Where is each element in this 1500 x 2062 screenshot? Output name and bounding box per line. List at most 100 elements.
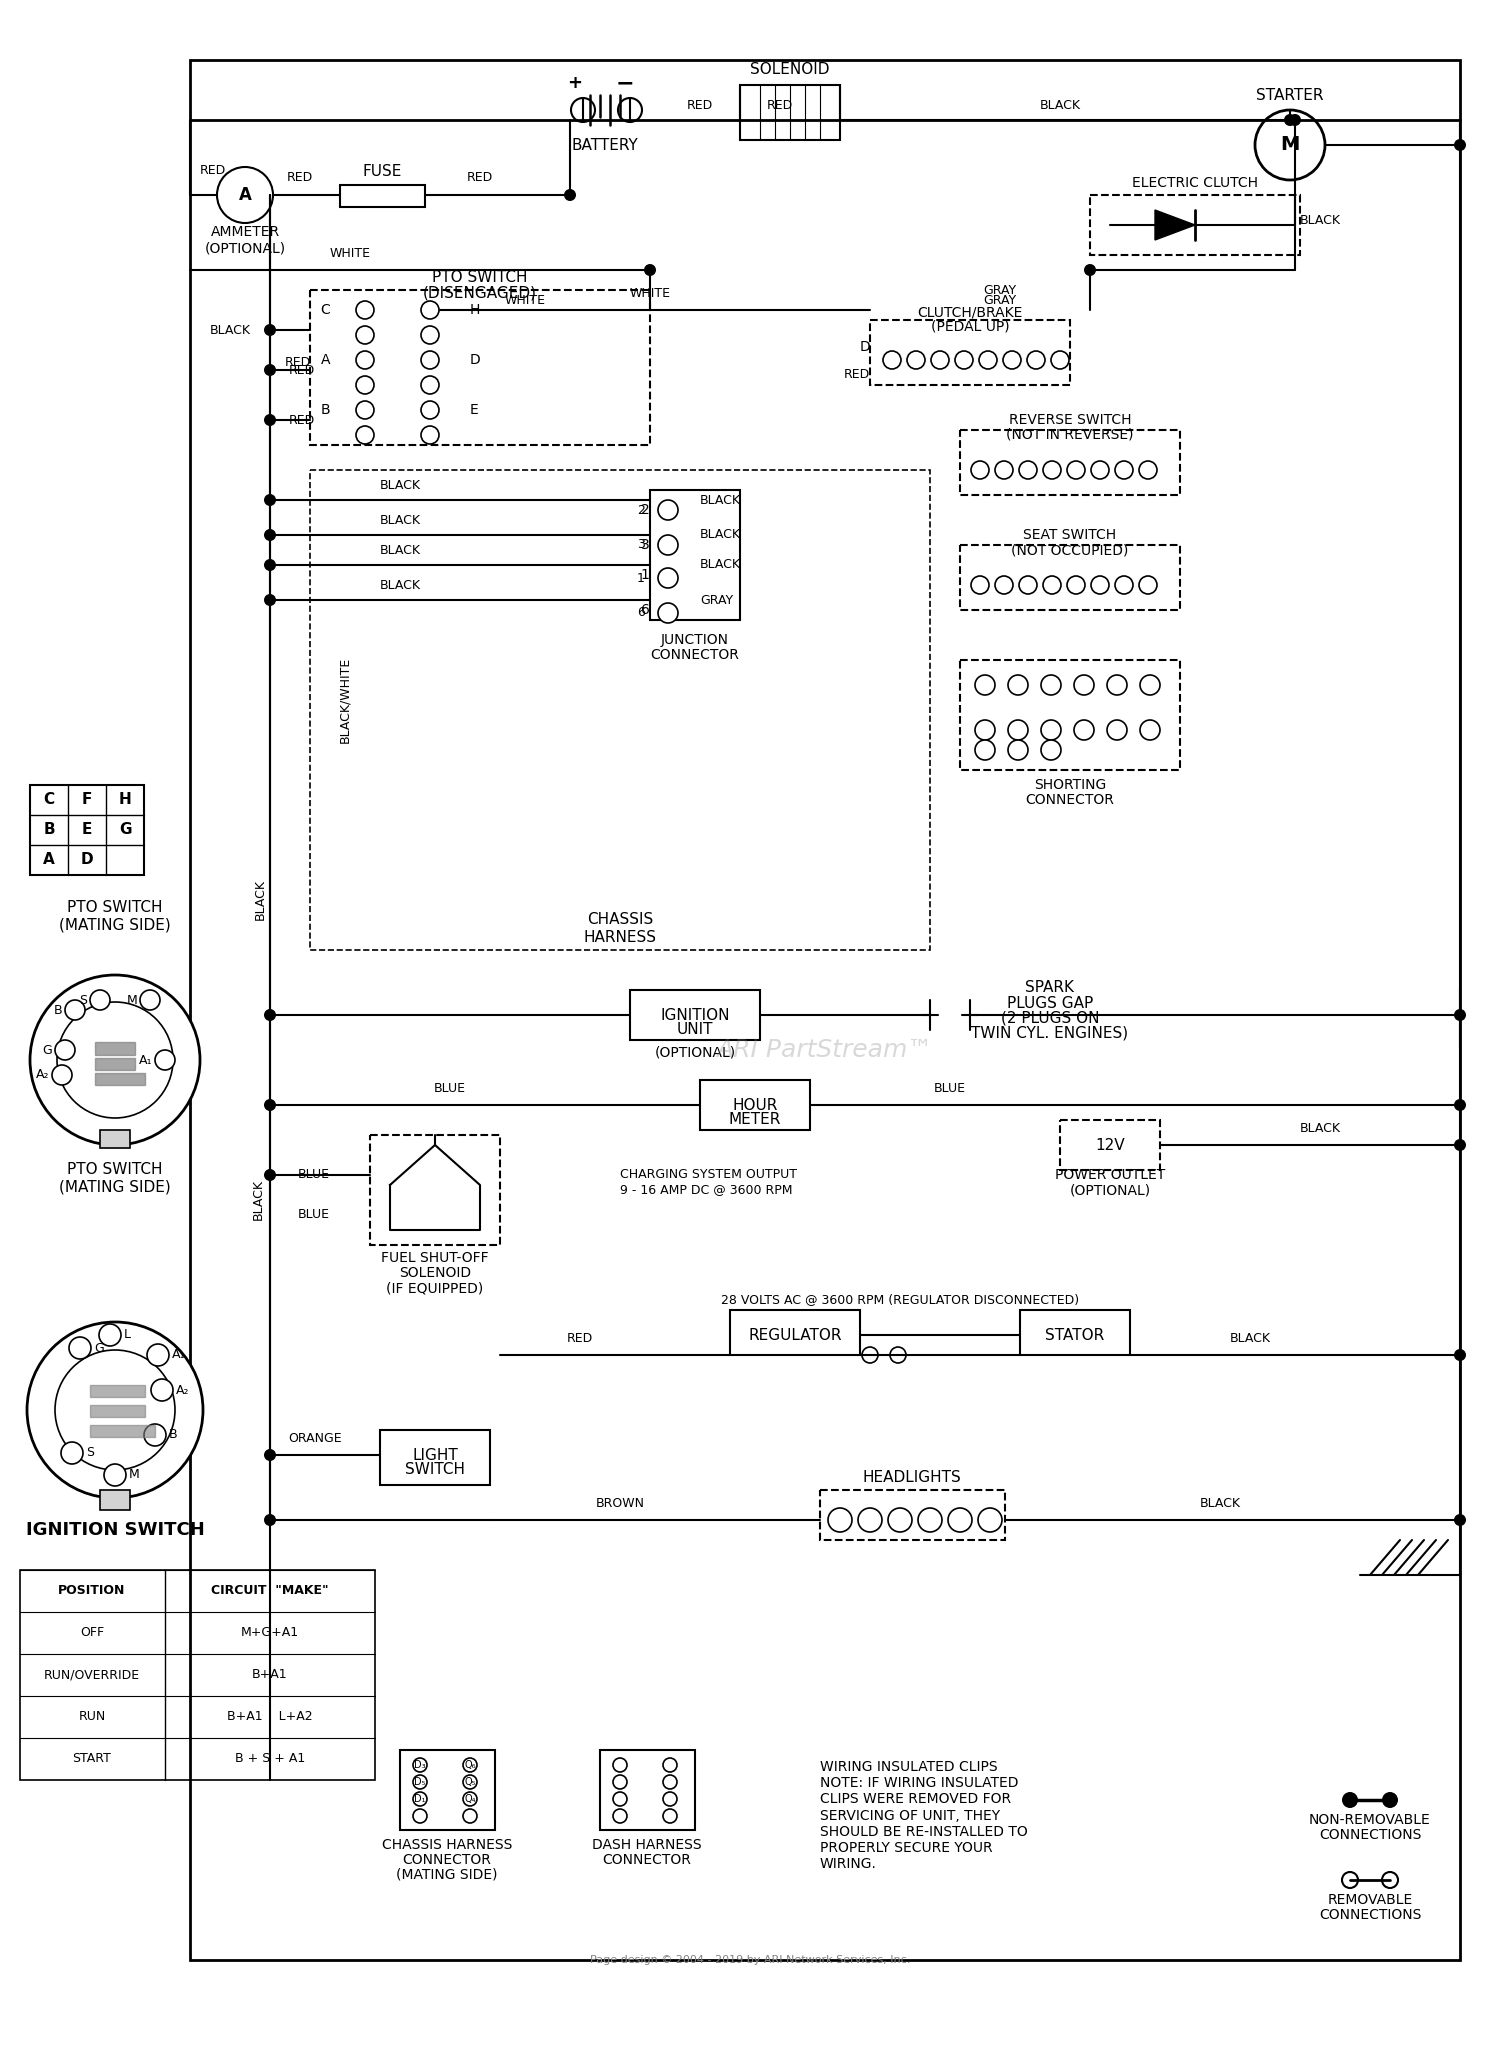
Circle shape [356, 326, 374, 344]
Text: H: H [470, 303, 480, 318]
Text: B+A1: B+A1 [252, 1668, 288, 1681]
Circle shape [152, 1379, 172, 1400]
Circle shape [56, 1039, 75, 1060]
Circle shape [464, 1808, 477, 1823]
Circle shape [614, 1759, 627, 1771]
Circle shape [1019, 575, 1036, 594]
Circle shape [1140, 720, 1160, 740]
Text: Q₆: Q₆ [465, 1761, 476, 1769]
Circle shape [828, 1507, 852, 1532]
Text: JUNCTION: JUNCTION [662, 633, 729, 647]
Circle shape [464, 1775, 477, 1790]
Polygon shape [94, 1072, 146, 1085]
Polygon shape [90, 1404, 146, 1417]
Text: ARI PartStream™: ARI PartStream™ [717, 1037, 933, 1062]
Text: E: E [470, 402, 478, 417]
Circle shape [264, 1008, 276, 1021]
Text: 2: 2 [640, 503, 650, 518]
Circle shape [1256, 109, 1324, 179]
Text: BLACK: BLACK [1200, 1497, 1240, 1509]
Text: RED: RED [567, 1332, 592, 1344]
Bar [30, 786, 144, 874]
Circle shape [1107, 674, 1126, 695]
Circle shape [658, 602, 678, 623]
Text: A₁: A₁ [138, 1054, 152, 1066]
Circle shape [264, 559, 276, 571]
Text: RED: RED [466, 171, 494, 184]
Circle shape [980, 351, 998, 369]
Text: A: A [44, 852, 55, 868]
Text: NON-REMOVABLE: NON-REMOVABLE [1310, 1812, 1431, 1827]
Text: PLUGS GAP: PLUGS GAP [1007, 996, 1094, 1010]
Text: BLACK: BLACK [700, 528, 741, 542]
Text: FUSE: FUSE [363, 165, 402, 179]
Text: FUEL SHUT-OFF: FUEL SHUT-OFF [381, 1252, 489, 1264]
Text: B: B [44, 823, 55, 837]
Circle shape [1028, 351, 1045, 369]
Text: OFF: OFF [80, 1627, 104, 1639]
Text: SOLENOID: SOLENOID [750, 62, 830, 78]
Circle shape [264, 1514, 276, 1526]
Circle shape [57, 1002, 172, 1118]
Polygon shape [94, 1058, 135, 1070]
Text: C: C [44, 792, 54, 808]
Circle shape [994, 462, 1012, 478]
Text: S: S [86, 1448, 94, 1460]
Circle shape [104, 1464, 126, 1487]
Circle shape [890, 1346, 906, 1363]
Text: 1: 1 [640, 567, 650, 581]
Text: BLUE: BLUE [934, 1083, 966, 1095]
Polygon shape [94, 1041, 135, 1056]
Text: G: G [94, 1342, 104, 1355]
Text: D₃: D₃ [414, 1761, 426, 1769]
Text: RED: RED [286, 171, 314, 184]
Circle shape [975, 740, 994, 761]
Text: POSITION: POSITION [58, 1584, 126, 1598]
Text: ELECTRIC CLUTCH: ELECTRIC CLUTCH [1132, 175, 1258, 190]
Text: CONNECTOR: CONNECTOR [402, 1854, 492, 1866]
Text: 12V: 12V [1095, 1138, 1125, 1153]
Text: M: M [129, 1468, 140, 1481]
Text: WHITE: WHITE [630, 287, 670, 299]
Text: (MATING SIDE): (MATING SIDE) [396, 1868, 498, 1883]
Circle shape [1454, 1349, 1466, 1361]
Text: Q₄: Q₄ [465, 1794, 476, 1804]
Circle shape [413, 1792, 428, 1806]
Text: D₅: D₅ [414, 1777, 426, 1788]
Circle shape [644, 264, 656, 276]
Circle shape [264, 530, 276, 540]
Circle shape [413, 1808, 428, 1823]
Circle shape [356, 375, 374, 394]
Circle shape [1084, 264, 1096, 276]
Circle shape [614, 1808, 627, 1823]
Circle shape [1041, 720, 1060, 740]
Text: STATOR: STATOR [1046, 1328, 1104, 1342]
Text: BLACK: BLACK [210, 324, 251, 336]
Text: Q₅: Q₅ [465, 1777, 476, 1788]
Text: (NOT IN REVERSE): (NOT IN REVERSE) [1007, 429, 1134, 441]
Bar [1090, 196, 1300, 256]
Circle shape [1288, 113, 1300, 126]
Text: G: G [118, 823, 132, 837]
Text: F: F [82, 792, 92, 808]
Text: B+A1    L+A2: B+A1 L+A2 [226, 1711, 314, 1724]
Bar [400, 1751, 495, 1829]
Bar [870, 320, 1070, 386]
Circle shape [1382, 1872, 1398, 1889]
Circle shape [1090, 462, 1108, 478]
Text: CONNECTOR: CONNECTOR [651, 647, 740, 662]
Circle shape [858, 1507, 882, 1532]
Text: BLACK: BLACK [1040, 99, 1080, 111]
Circle shape [932, 351, 950, 369]
Text: AMMETER
(OPTIONAL): AMMETER (OPTIONAL) [204, 225, 285, 256]
Circle shape [1454, 1138, 1466, 1151]
Text: RED: RED [288, 414, 315, 427]
Text: PTO SWITCH: PTO SWITCH [432, 270, 528, 285]
Text: RED: RED [687, 99, 712, 111]
Text: CIRCUIT  "MAKE": CIRCUIT "MAKE" [211, 1584, 328, 1598]
Circle shape [1008, 674, 1028, 695]
Text: 9 - 16 AMP DC @ 3600 RPM: 9 - 16 AMP DC @ 3600 RPM [620, 1184, 792, 1196]
Text: CHASSIS HARNESS: CHASSIS HARNESS [382, 1837, 512, 1852]
Text: L: L [124, 1328, 130, 1342]
Circle shape [1284, 113, 1296, 126]
